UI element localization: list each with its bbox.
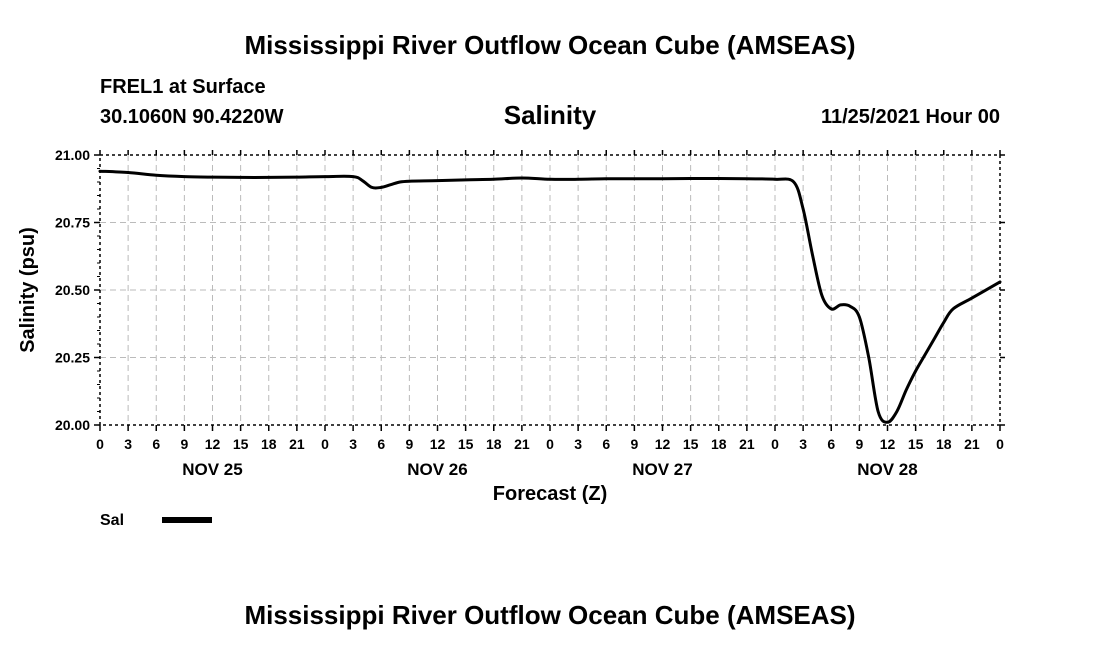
- grid: [100, 155, 1000, 425]
- x-tick-labels: 0 3 6 9 12 15 18 21 0 3 6 9 12 15 18 21 0 3 6 9 12 15 18 21 0 3 6 9…: [96, 436, 1004, 452]
- x-tick-label: 3: [349, 436, 357, 452]
- day-label: NOV 25: [182, 460, 242, 479]
- x-tick-label: 0: [771, 436, 779, 452]
- day-label: NOV 28: [857, 460, 917, 479]
- x-axis-label: Forecast (Z): [493, 483, 607, 505]
- x-tick-label: 15: [908, 436, 924, 452]
- x-tick-label: 12: [880, 436, 896, 452]
- x-tick-label: 21: [514, 436, 530, 452]
- day-label: NOV 26: [407, 460, 467, 479]
- station-label: FREL1 at Surface: [100, 76, 266, 98]
- x-tick-label: 0: [321, 436, 329, 452]
- x-tick-label: 6: [377, 436, 385, 452]
- x-tick-label: 3: [799, 436, 807, 452]
- x-tick-label: 21: [964, 436, 980, 452]
- coordinates-label: 30.1060N 90.4220W: [100, 106, 284, 128]
- x-tick-label: 9: [180, 436, 188, 452]
- plot-frame: [99, 154, 1001, 426]
- x-tick-label: 6: [827, 436, 835, 452]
- x-tick-label: 9: [855, 436, 863, 452]
- x-tick-label: 15: [683, 436, 699, 452]
- y-tick-label: 21.00: [55, 147, 90, 163]
- x-tick-label: 12: [205, 436, 221, 452]
- x-tick-label: 3: [574, 436, 582, 452]
- x-tick-label: 0: [96, 436, 104, 452]
- x-tick-label: 21: [289, 436, 305, 452]
- y-tick-labels: 21.00 20.75 20.50 20.25 20.00: [55, 147, 90, 433]
- x-tick-label: 0: [546, 436, 554, 452]
- y-tick-label: 20.25: [55, 350, 90, 366]
- x-tick-label: 0: [996, 436, 1004, 452]
- y-axis-label: Salinity (psu): [17, 227, 39, 353]
- y-tick-label: 20.50: [55, 282, 90, 298]
- x-tick-label: 9: [405, 436, 413, 452]
- chart-title: Salinity: [503, 100, 597, 130]
- x-tick-label: 6: [602, 436, 610, 452]
- x-tick-label: 18: [261, 436, 277, 452]
- legend-label: Sal: [100, 512, 124, 529]
- x-tick-label: 15: [233, 436, 249, 452]
- x-tick-label: 9: [630, 436, 638, 452]
- y-tick-label: 20.00: [55, 417, 90, 433]
- y-tick-label: 20.75: [55, 215, 90, 231]
- x-tick-label: 18: [711, 436, 727, 452]
- x-tick-label: 21: [739, 436, 755, 452]
- x-tick-label: 12: [655, 436, 671, 452]
- day-labels: NOV 25 NOV 26 NOV 27 NOV 28: [182, 460, 917, 479]
- x-tick-label: 18: [486, 436, 502, 452]
- main-title: Mississippi River Outflow Ocean Cube (AM…: [244, 30, 856, 60]
- day-label: NOV 27: [632, 460, 692, 479]
- x-tick-label: 12: [430, 436, 446, 452]
- x-tick-label: 18: [936, 436, 952, 452]
- x-tick-label: 3: [124, 436, 132, 452]
- x-tick-label: 15: [458, 436, 474, 452]
- series-line-sal: [98, 169, 1002, 424]
- x-tick-label: 6: [152, 436, 160, 452]
- date-label: 11/25/2021 Hour 00: [820, 106, 1000, 128]
- footer-title: Mississippi River Outflow Ocean Cube (AM…: [244, 600, 856, 630]
